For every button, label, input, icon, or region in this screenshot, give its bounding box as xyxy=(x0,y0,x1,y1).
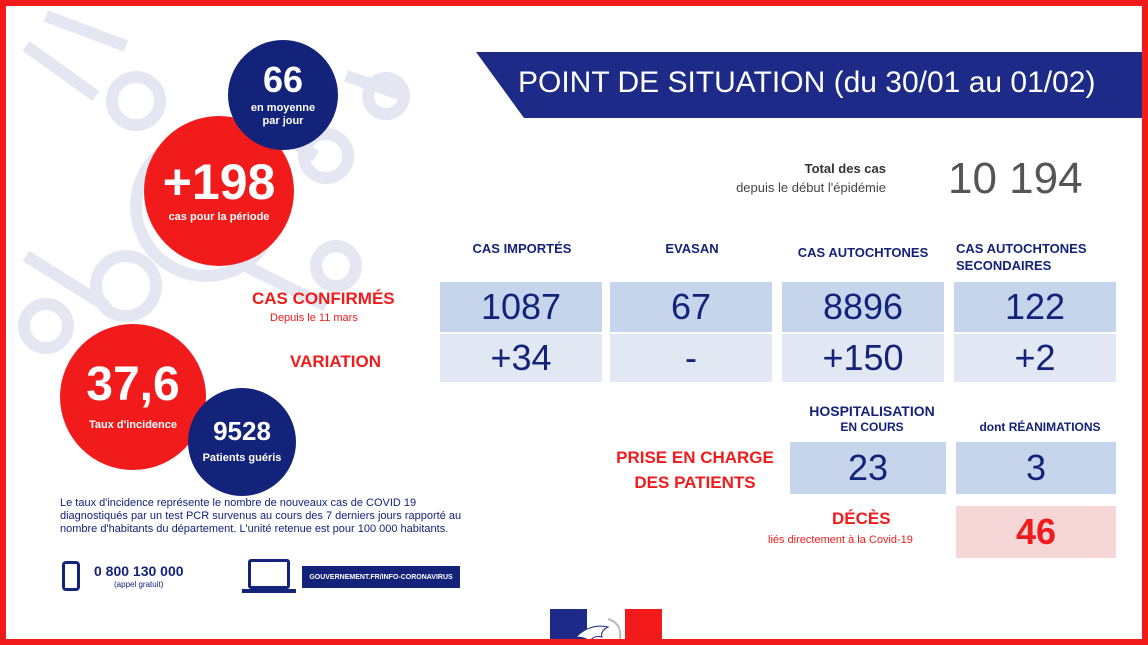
patient-care-label-1: PRISE EN CHARGE xyxy=(616,448,774,467)
col-header-evasan: EVASAN xyxy=(665,241,719,256)
confirmed-evasan-cell: 67 xyxy=(610,282,772,332)
incidence-label: Taux d'incidence xyxy=(89,419,177,432)
variation-imported-cell: +34 xyxy=(440,334,602,382)
total-cases-label-bold: Total des cas xyxy=(804,161,886,176)
total-cases-value: 10 194 xyxy=(948,154,1083,203)
variation-row-label: VARIATION xyxy=(290,352,381,371)
hospitalisation-header: HOSPITALISATION EN COURS xyxy=(788,402,956,436)
confirmed-secondary-cell: 122 xyxy=(954,282,1116,332)
col-header-autochthonous: CAS AUTOCHTONES xyxy=(797,245,929,260)
confirmed-imported-cell: 1087 xyxy=(440,282,602,332)
title-banner xyxy=(476,52,1142,118)
reanimation-header: dont RÉANIMATIONS xyxy=(979,420,1101,434)
incidence-value: 37,6 xyxy=(86,358,180,412)
reanimation-cell: 3 xyxy=(956,442,1116,494)
page-title: POINT DE SITUATION (du 30/01 au 01/02) xyxy=(518,66,1096,99)
daily-average-label-1: en moyenne xyxy=(250,101,316,114)
cured-bubble: 9528 Patients guéris xyxy=(188,388,296,496)
incidence-bubble: 37,6 Taux d'incidence xyxy=(60,324,206,470)
total-cases-label: Total des cas depuis le début l'épidémie xyxy=(736,160,886,198)
variation-evasan-cell: - xyxy=(610,334,772,382)
deaths-label: DÉCÈS xyxy=(832,509,891,528)
col-header-secondary: CAS AUTOCHTONES SECONDAIRES xyxy=(956,241,1087,273)
daily-average-bubble: 66 en moyenne par jour xyxy=(228,40,338,150)
phone-icon xyxy=(62,561,80,591)
cured-label: Patients guéris xyxy=(202,452,282,465)
hospitalisation-label-1: HOSPITALISATION xyxy=(809,403,935,419)
total-cases-label-sub: depuis le début l'épidémie xyxy=(736,179,886,195)
patient-care-label: PRISE EN CHARGE DES PATIENTS xyxy=(610,446,780,495)
phone-note: (appel gratuit) xyxy=(114,580,164,589)
hospitalisation-label-2: EN COURS xyxy=(840,420,904,435)
cured-value: 9528 xyxy=(213,416,271,447)
period-cases-label: cas pour la période xyxy=(168,211,270,224)
confirmed-row-sublabel: Depuis le 11 mars xyxy=(270,312,358,324)
hospitalisation-cell: 23 xyxy=(790,442,946,494)
deaths-cell: 46 xyxy=(956,506,1116,558)
col-header-imported: CAS IMPORTÉS xyxy=(472,241,572,256)
marianne-logo xyxy=(550,609,662,639)
daily-average-label-2: par jour xyxy=(262,115,304,127)
incidence-description: Le taux d'incidence représente le nombre… xyxy=(60,497,462,536)
confirmed-row-label: CAS CONFIRMÉS xyxy=(252,289,395,308)
daily-average-value: 66 xyxy=(262,58,304,100)
laptop-icon xyxy=(248,559,290,589)
variation-secondary-cell: +2 xyxy=(954,334,1116,382)
period-cases-value: +198 xyxy=(162,154,276,211)
website-link[interactable]: GOUVERNEMENT.FR/INFO-CORONAVIRUS xyxy=(302,566,460,588)
laptop-base xyxy=(242,589,296,593)
variation-autochthonous-cell: +150 xyxy=(782,334,944,382)
phone-number: 0 800 130 000 xyxy=(94,563,184,579)
patient-care-label-2: DES PATIENTS xyxy=(634,472,756,492)
deaths-sublabel: liés directement à la Covid-19 xyxy=(768,534,913,546)
confirmed-autochthonous-cell: 8896 xyxy=(782,282,944,332)
